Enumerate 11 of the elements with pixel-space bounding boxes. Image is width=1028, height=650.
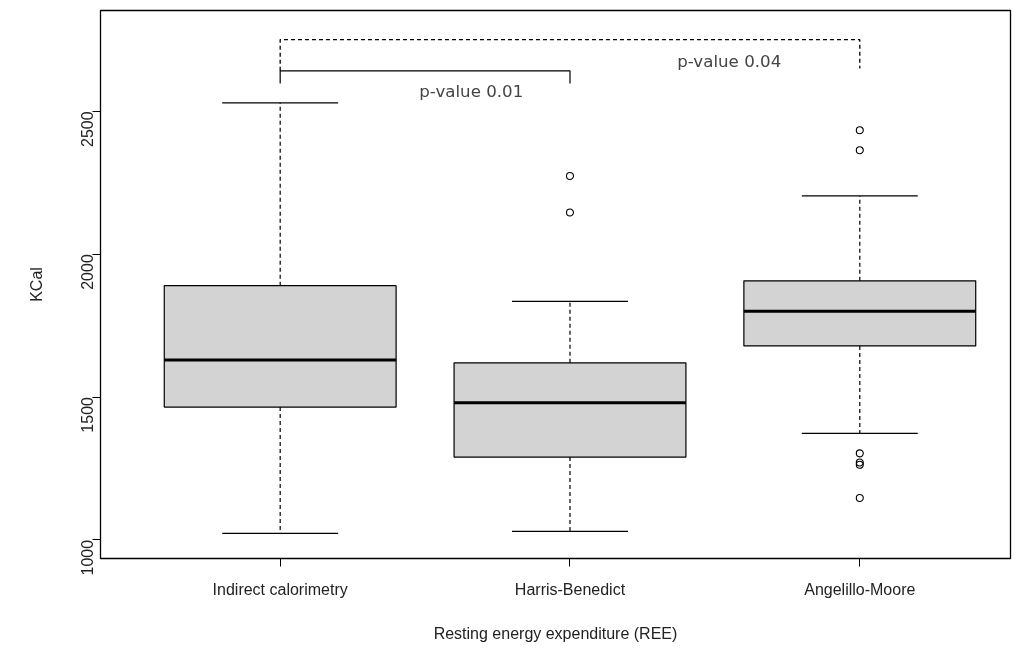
y-tick-label: 2000 [79, 254, 97, 290]
y-axis-title: KCal [27, 267, 45, 302]
annotation: p-value 0.01 [419, 81, 524, 101]
x-tick-label: Angelillo-Moore [804, 580, 916, 598]
y-tick-label: 2500 [79, 111, 97, 147]
x-tick-label: Harris-Benedict [514, 580, 626, 598]
x-axis-title: Resting energy expenditure (REE) [433, 624, 678, 642]
y-tick-label: 1500 [79, 396, 97, 433]
annotation: p-value 0.04 [677, 51, 782, 71]
y-tick-label: 1000 [79, 539, 97, 576]
x-tick-label: Indirect calorimetry [212, 580, 348, 598]
